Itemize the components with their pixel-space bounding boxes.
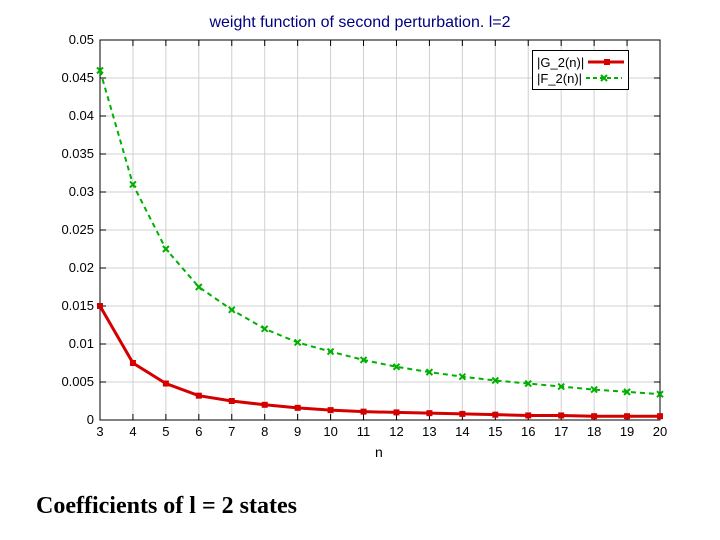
- xtick-label: 15: [488, 424, 502, 439]
- xtick-label: 16: [521, 424, 535, 439]
- legend-item: |F_2(n)|: [537, 70, 624, 86]
- xtick-label: 12: [389, 424, 403, 439]
- ytick-label: 0.04: [69, 108, 94, 123]
- ytick-label: 0.01: [69, 336, 94, 351]
- xtick-label: 8: [261, 424, 268, 439]
- ytick-label: 0.005: [61, 374, 94, 389]
- x-axis-title: n: [375, 444, 383, 460]
- legend-label: |F_2(n)|: [537, 71, 582, 86]
- xtick-label: 7: [228, 424, 235, 439]
- ytick-label: 0.035: [61, 146, 94, 161]
- legend-swatch: [588, 55, 624, 69]
- xtick-label: 17: [554, 424, 568, 439]
- legend: |G_2(n)||F_2(n)|: [532, 50, 629, 90]
- xtick-label: 19: [620, 424, 634, 439]
- xtick-label: 14: [455, 424, 469, 439]
- chart-container: weight function of second perturbation. …: [0, 0, 720, 470]
- xtick-label: 10: [323, 424, 337, 439]
- xtick-label: 3: [96, 424, 103, 439]
- xtick-label: 13: [422, 424, 436, 439]
- xtick-label: 18: [587, 424, 601, 439]
- ytick-label: 0.05: [69, 32, 94, 47]
- ytick-label: 0.02: [69, 260, 94, 275]
- xtick-label: 20: [653, 424, 667, 439]
- xtick-label: 5: [162, 424, 169, 439]
- ytick-label: 0.015: [61, 298, 94, 313]
- xtick-label: 9: [294, 424, 301, 439]
- xtick-label: 11: [357, 424, 371, 439]
- ytick-label: 0.03: [69, 184, 94, 199]
- legend-label: |G_2(n)|: [537, 55, 584, 70]
- caption: Coefficients of l = 2 states: [36, 493, 297, 520]
- legend-item: |G_2(n)|: [537, 54, 624, 70]
- ytick-label: 0.025: [61, 222, 94, 237]
- ytick-label: 0: [87, 412, 94, 427]
- xtick-label: 4: [129, 424, 136, 439]
- legend-swatch: [586, 71, 622, 85]
- xtick-label: 6: [195, 424, 202, 439]
- ytick-label: 0.045: [61, 70, 94, 85]
